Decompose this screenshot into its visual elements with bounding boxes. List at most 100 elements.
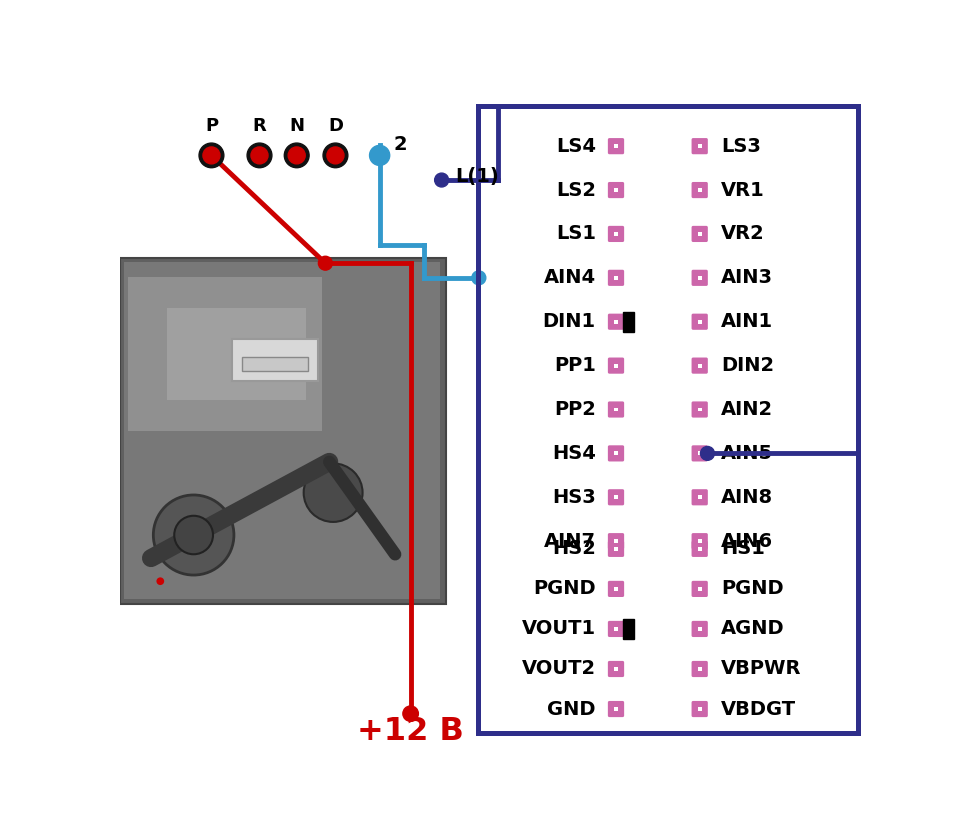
FancyBboxPatch shape [608, 138, 624, 154]
Text: VOUT1: VOUT1 [521, 620, 596, 638]
Text: HS2: HS2 [552, 540, 596, 558]
FancyBboxPatch shape [691, 489, 708, 506]
Bar [698, 627, 702, 631]
Text: VR1: VR1 [721, 181, 765, 200]
FancyBboxPatch shape [608, 621, 624, 637]
Text: HS4: HS4 [552, 444, 596, 463]
FancyBboxPatch shape [691, 533, 708, 549]
Circle shape [435, 173, 448, 187]
FancyBboxPatch shape [691, 541, 708, 557]
Bar [128, 277, 322, 431]
FancyBboxPatch shape [608, 182, 624, 198]
Circle shape [154, 495, 234, 575]
FancyBboxPatch shape [691, 182, 708, 198]
Bar [614, 364, 618, 367]
FancyBboxPatch shape [691, 402, 708, 417]
Text: HS1: HS1 [721, 540, 765, 558]
Text: LS3: LS3 [721, 137, 761, 156]
Text: VBDGT: VBDGT [721, 700, 797, 719]
FancyBboxPatch shape [691, 701, 708, 717]
Circle shape [324, 143, 348, 167]
FancyBboxPatch shape [691, 314, 708, 330]
FancyBboxPatch shape [691, 621, 708, 637]
Bar [614, 144, 618, 148]
Text: AIN7: AIN7 [544, 531, 596, 551]
FancyBboxPatch shape [608, 270, 624, 286]
Text: VBPWR: VBPWR [721, 660, 802, 679]
Text: AGND: AGND [721, 620, 785, 638]
FancyBboxPatch shape [608, 541, 624, 557]
Text: D: D [328, 117, 343, 136]
Circle shape [319, 257, 332, 270]
FancyBboxPatch shape [691, 661, 708, 677]
Text: AIN6: AIN6 [721, 531, 774, 551]
Bar [698, 667, 702, 671]
Circle shape [203, 147, 220, 164]
Bar [120, 257, 445, 604]
Circle shape [472, 271, 486, 285]
FancyBboxPatch shape [691, 138, 708, 154]
Bar [698, 144, 702, 148]
Bar [698, 547, 702, 551]
Bar [614, 547, 618, 551]
FancyBboxPatch shape [691, 270, 708, 286]
Bar [698, 364, 702, 367]
Bar [614, 587, 618, 591]
FancyBboxPatch shape [691, 581, 708, 597]
Text: VR2: VR2 [721, 224, 765, 243]
Bar [698, 539, 702, 543]
FancyBboxPatch shape [691, 226, 708, 242]
Bar [614, 627, 618, 631]
Bar [614, 188, 618, 192]
Bar [614, 539, 618, 543]
Text: VOUT2: VOUT2 [521, 660, 596, 679]
Circle shape [370, 146, 390, 166]
Text: N: N [289, 117, 304, 136]
FancyBboxPatch shape [608, 402, 624, 417]
Text: AIN1: AIN1 [721, 312, 774, 332]
Bar [124, 262, 440, 599]
FancyBboxPatch shape [608, 357, 624, 374]
Circle shape [156, 577, 164, 585]
Bar [614, 451, 618, 456]
FancyBboxPatch shape [608, 533, 624, 549]
Bar [698, 451, 702, 456]
Text: L(1): L(1) [455, 167, 498, 187]
Bar [698, 496, 702, 499]
Text: 2: 2 [394, 135, 407, 154]
Text: PGND: PGND [721, 580, 784, 598]
Text: AIN3: AIN3 [721, 268, 774, 287]
Text: LS2: LS2 [556, 181, 596, 200]
Circle shape [199, 143, 224, 167]
Bar [614, 276, 618, 280]
Bar [243, 357, 308, 371]
FancyBboxPatch shape [691, 357, 708, 374]
Text: AIN5: AIN5 [721, 444, 774, 463]
Text: LS4: LS4 [556, 137, 596, 156]
Text: DIN1: DIN1 [542, 312, 596, 332]
Text: GND: GND [547, 700, 596, 719]
Bar [614, 320, 618, 324]
Text: +12 В: +12 В [357, 716, 464, 747]
Circle shape [175, 516, 213, 554]
Circle shape [288, 147, 305, 164]
Circle shape [403, 706, 419, 721]
Bar [698, 407, 702, 412]
Bar [614, 707, 618, 711]
Text: HS3: HS3 [552, 488, 596, 506]
FancyBboxPatch shape [608, 661, 624, 677]
Bar [698, 188, 702, 192]
Bar [614, 407, 618, 412]
Circle shape [701, 446, 714, 461]
Text: AIN2: AIN2 [721, 400, 774, 419]
Bar [698, 587, 702, 591]
Text: PGND: PGND [533, 580, 596, 598]
Bar [614, 667, 618, 671]
Text: PP1: PP1 [554, 357, 596, 375]
Text: LS1: LS1 [556, 224, 596, 243]
Circle shape [327, 147, 344, 164]
Bar [698, 707, 702, 711]
Text: P: P [204, 117, 218, 136]
Bar [698, 232, 702, 236]
FancyBboxPatch shape [608, 226, 624, 242]
